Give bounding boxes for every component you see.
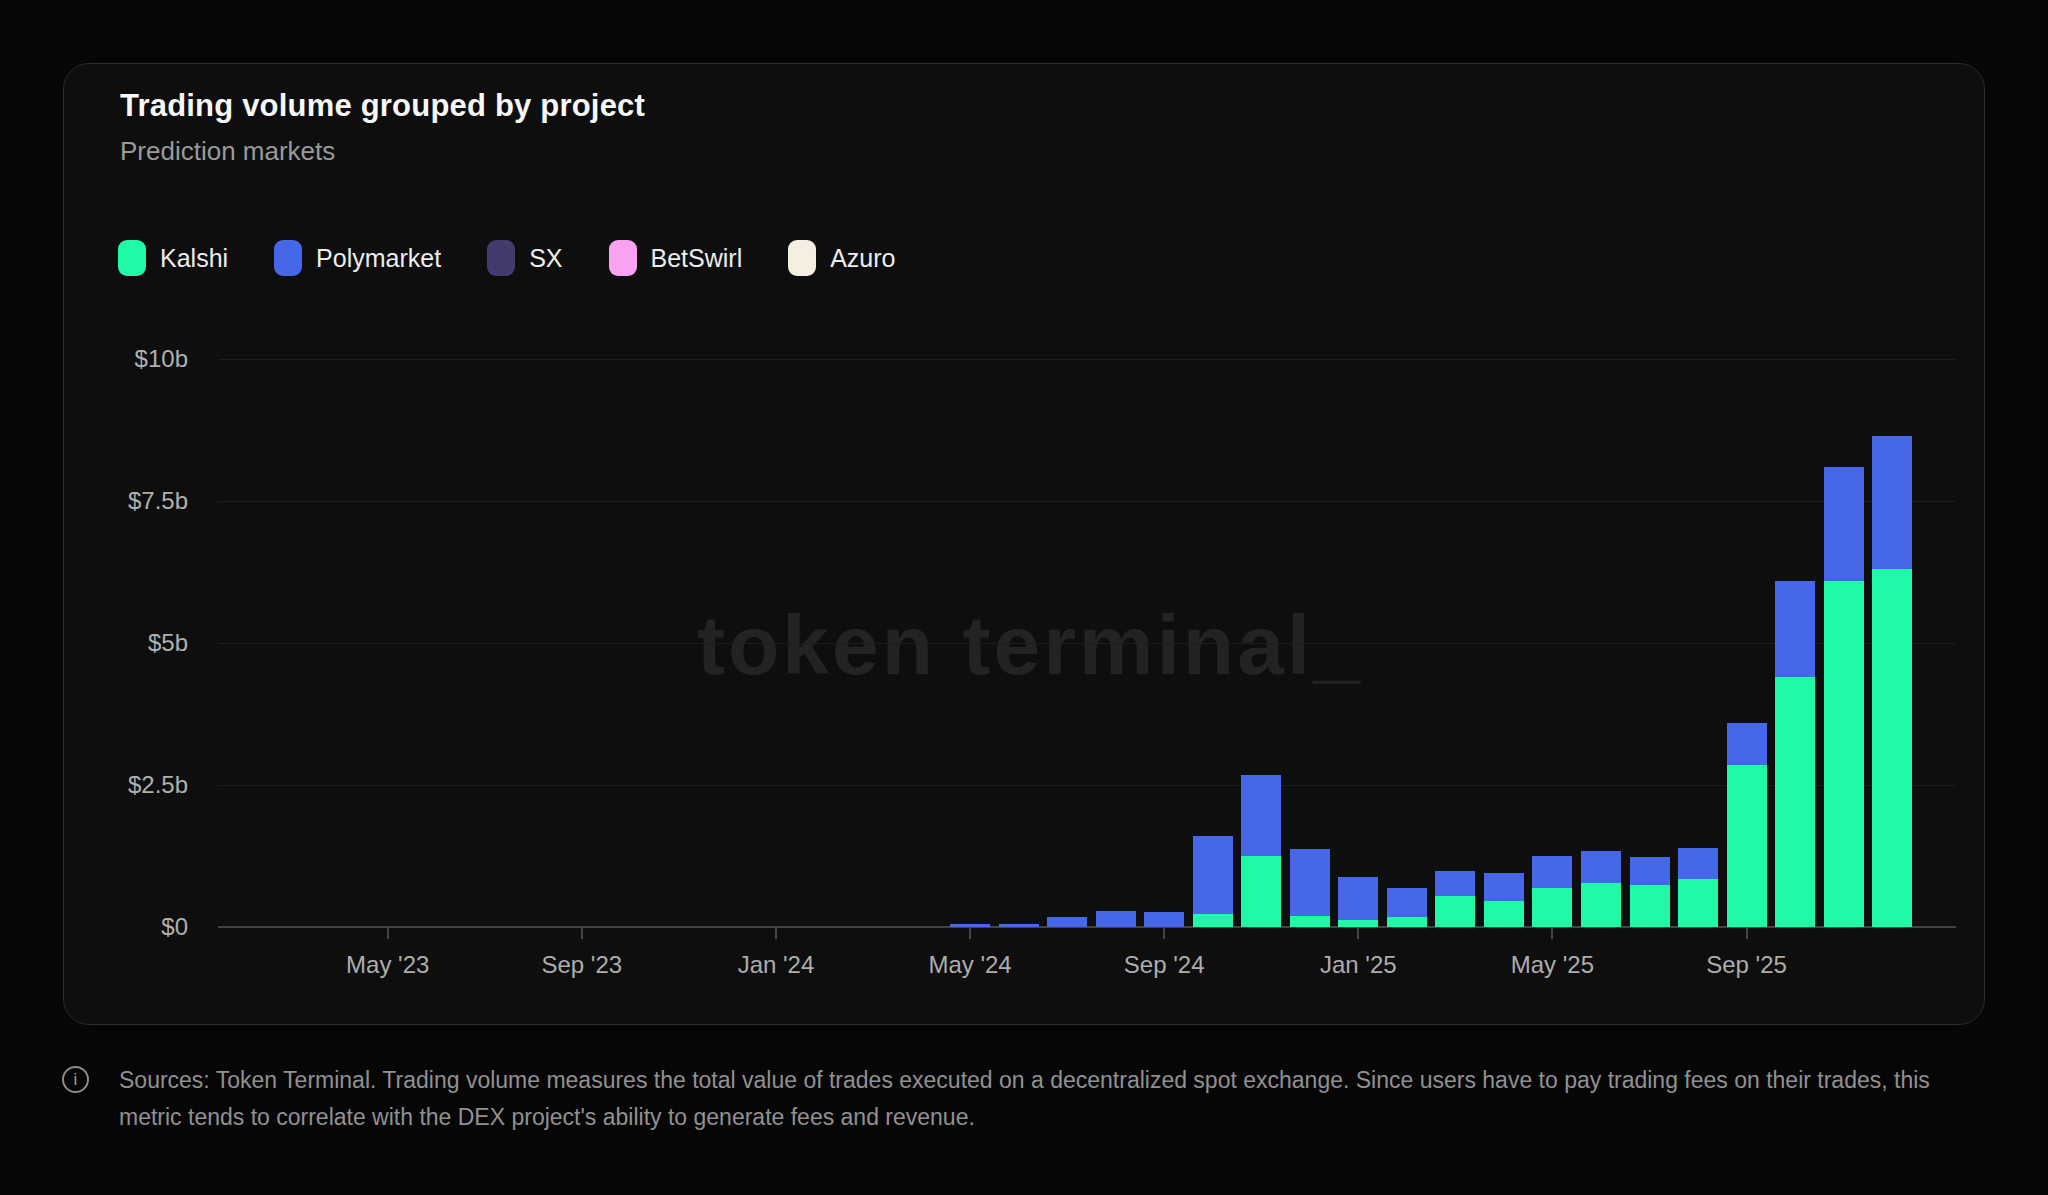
bar-kalshi-Mar25[interactable] [1435,896,1475,927]
bar-polymarket-Jul25[interactable] [1630,857,1670,885]
bar-kalshi-Sep25[interactable] [1727,765,1767,927]
legend-item-kalshi[interactable]: Kalshi [118,240,228,276]
legend: Kalshi Polymarket SX BetSwirl Azuro [118,240,896,276]
azuro-swatch-icon [788,240,816,276]
bar-kalshi-Jun25[interactable] [1581,883,1621,927]
bar-kalshi-Jan25[interactable] [1338,920,1378,927]
bar-kalshi-Oct25[interactable] [1775,677,1815,927]
bar-polymarket-Aug25[interactable] [1678,848,1718,879]
page: Trading volume grouped by project Predic… [0,0,2048,1195]
bar-polymarket-Sep25[interactable] [1727,723,1767,766]
bar-polymarket-Sep24[interactable] [1144,912,1184,927]
bar-polymarket-Jun24[interactable] [999,924,1039,927]
bar-polymarket-Feb25[interactable] [1387,888,1427,916]
bar-polymarket-Dec24[interactable] [1290,849,1330,915]
chart-title: Trading volume grouped by project [120,88,645,124]
kalshi-swatch-icon [118,240,146,276]
bar-polymarket-Oct25[interactable] [1775,581,1815,678]
bar-polymarket-Mar25[interactable] [1435,871,1475,896]
bar-polymarket-Aug24[interactable] [1096,911,1136,927]
bar-polymarket-Nov24[interactable] [1241,775,1281,856]
legend-label: Polymarket [316,244,441,273]
sx-swatch-icon [487,240,515,276]
bar-polymarket-May25[interactable] [1532,856,1572,888]
polymarket-swatch-icon [274,240,302,276]
legend-label: SX [529,244,562,273]
bar-polymarket-Dec25[interactable] [1872,436,1912,569]
bar-kalshi-Dec25[interactable] [1872,569,1912,927]
bar-kalshi-Dec24[interactable] [1290,916,1330,927]
bar-polymarket-Apr25[interactable] [1484,873,1524,901]
source-footnote: i Sources: Token Terminal. Trading volum… [62,1062,1992,1136]
bar-polymarket-Jan25[interactable] [1338,877,1378,920]
betswirl-swatch-icon [609,240,637,276]
legend-label: Azuro [830,244,895,273]
bar-kalshi-Jul25[interactable] [1630,885,1670,927]
bar-kalshi-Aug25[interactable] [1678,879,1718,927]
bar-kalshi-Feb25[interactable] [1387,917,1427,927]
bar-kalshi-Apr25[interactable] [1484,901,1524,927]
bar-polymarket-Jun25[interactable] [1581,851,1621,883]
bar-polymarket-May24[interactable] [950,924,990,927]
bar-kalshi-Nov25[interactable] [1824,581,1864,927]
bar-polymarket-Nov25[interactable] [1824,467,1864,581]
legend-label: BetSwirl [651,244,743,273]
legend-item-azuro[interactable]: Azuro [788,240,895,276]
bar-kalshi-Oct24[interactable] [1193,914,1233,927]
bar-kalshi-May25[interactable] [1532,888,1572,927]
bar-polymarket-Jul24[interactable] [1047,917,1087,927]
source-text: Sources: Token Terminal. Trading volume … [119,1062,1992,1136]
legend-item-sx[interactable]: SX [487,240,562,276]
legend-label: Kalshi [160,244,228,273]
chart-subtitle: Prediction markets [120,136,335,167]
legend-item-polymarket[interactable]: Polymarket [274,240,441,276]
token-terminal-watermark: token terminal_ [697,597,1363,694]
legend-item-betswirl[interactable]: BetSwirl [609,240,743,276]
info-icon: i [62,1066,89,1093]
bar-kalshi-Nov24[interactable] [1241,856,1281,927]
bar-polymarket-Oct24[interactable] [1193,836,1233,914]
